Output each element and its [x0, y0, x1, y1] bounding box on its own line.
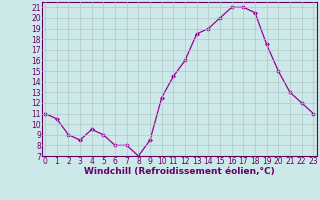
- X-axis label: Windchill (Refroidissement éolien,°C): Windchill (Refroidissement éolien,°C): [84, 167, 275, 176]
